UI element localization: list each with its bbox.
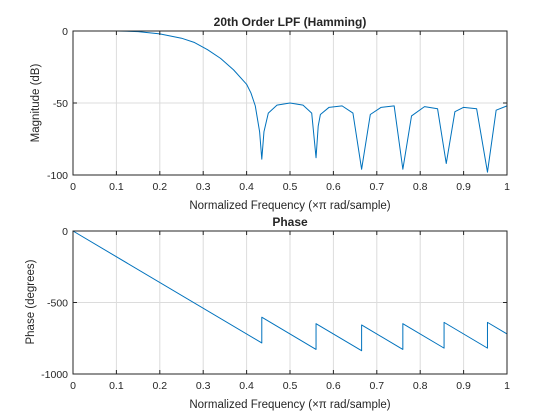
phase-x-tick-label: 0.3 <box>196 380 211 392</box>
phase-x-tick-label: 0.8 <box>413 380 428 392</box>
magnitude-y-label: Magnitude (dB) <box>30 64 42 143</box>
magnitude-y-tick-label: -100 <box>47 170 68 182</box>
magnitude-x-tick-label: 0 <box>70 181 76 193</box>
phase-x-ticks: 0 0.1 0.2 0.3 0.4 0.5 0.6 0.7 0.8 0.9 1 <box>70 231 510 392</box>
phase-y-tick-label: -500 <box>47 298 68 310</box>
phase-line <box>72 230 508 352</box>
phase-x-tick-label: 0.4 <box>239 380 254 392</box>
magnitude-y-ticks: 0 -50 -100 <box>47 26 507 182</box>
magnitude-x-tick-label: 1 <box>504 181 510 193</box>
magnitude-title: 20th Order LPF (Hamming) <box>214 15 367 29</box>
phase-y-tick-label: -1000 <box>41 369 68 381</box>
magnitude-x-tick-label: 0.3 <box>196 181 211 193</box>
phase-x-tick-label: 0.5 <box>283 380 298 392</box>
magnitude-x-label: Normalized Frequency (×π rad/sample) <box>189 200 390 212</box>
magnitude-x-tick-label: 0.8 <box>413 181 428 193</box>
phase-x-tick-label: 0.1 <box>109 380 124 392</box>
phase-x-tick-label: 0.6 <box>326 380 341 392</box>
magnitude-x-tick-label: 0.6 <box>326 181 341 193</box>
magnitude-axes: 0 0.1 0.2 0.3 0.4 0.5 0.6 0.7 0.8 0.9 1 0 -50 -100 2… <box>30 15 510 212</box>
phase-x-tick-label: 0.7 <box>369 380 384 392</box>
phase-series <box>72 230 508 352</box>
magnitude-x-tick-label: 0.2 <box>152 181 167 193</box>
phase-x-tick-label: 1 <box>504 380 510 392</box>
magnitude-x-tick-label: 0.5 <box>283 181 298 193</box>
magnitude-line <box>73 30 508 173</box>
magnitude-x-tick-label: 0.9 <box>456 181 471 193</box>
phase-x-tick-label: 0.9 <box>456 380 471 392</box>
phase-axes: 0 0.1 0.2 0.3 0.4 0.5 0.6 0.7 0.8 0.9 1 0 -500 -1000… <box>25 215 510 411</box>
phase-x-label: Normalized Frequency (×π rad/sample) <box>189 399 390 411</box>
phase-y-label: Phase (degrees) <box>25 259 37 344</box>
magnitude-x-ticks: 0 0.1 0.2 0.3 0.4 0.5 0.6 0.7 0.8 0.9 1 <box>70 31 510 193</box>
magnitude-x-tick-label: 0.1 <box>109 181 124 193</box>
phase-y-ticks: 0 -500 -1000 <box>41 226 507 381</box>
phase-title: Phase <box>272 215 308 229</box>
magnitude-x-tick-label: 0.4 <box>239 181 254 193</box>
magnitude-y-tick-label: 0 <box>62 26 68 38</box>
phase-x-tick-label: 0 <box>70 380 76 392</box>
phase-x-tick-label: 0.2 <box>152 380 167 392</box>
phase-y-tick-label: 0 <box>62 226 68 238</box>
magnitude-x-tick-label: 0.7 <box>369 181 384 193</box>
magnitude-y-tick-label: -50 <box>53 98 68 110</box>
magnitude-series <box>73 30 508 173</box>
